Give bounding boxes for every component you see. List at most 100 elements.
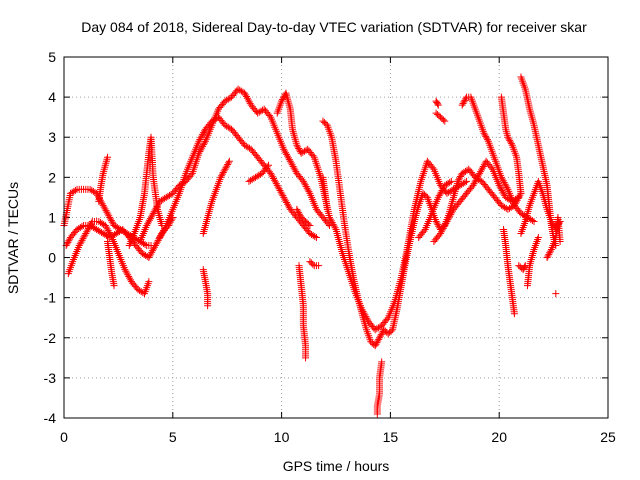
data-trace-marker (218, 172, 226, 180)
x-tick-label: 25 (600, 429, 616, 445)
y-tick-label: 1 (48, 209, 56, 225)
data-point (106, 213, 114, 221)
data-trace-marker (294, 143, 302, 151)
data-point (534, 234, 542, 241)
data-point (480, 129, 488, 137)
data-trace-marker (545, 250, 553, 258)
data-trace-marker (487, 164, 495, 172)
data-trace-marker (259, 106, 267, 114)
data-point (315, 262, 323, 270)
x-tick-label: 5 (169, 429, 177, 445)
x-tick-label: 10 (274, 429, 290, 445)
data-trace-marker (459, 100, 467, 108)
data-trace-marker (460, 98, 468, 106)
data-trace-marker (429, 164, 437, 172)
data-point (543, 254, 551, 262)
data-trace-marker (224, 160, 232, 168)
x-tick-label: 15 (383, 429, 399, 445)
data-trace-marker (455, 176, 463, 184)
data-point (293, 205, 301, 213)
data-trace-marker (64, 238, 72, 246)
x-tick-label: 0 (60, 429, 68, 445)
data-trace-marker (461, 96, 469, 104)
data-trace-marker (201, 139, 209, 147)
y-tick-label: -2 (44, 330, 57, 346)
data-point (221, 165, 229, 173)
y-tick-label: 4 (48, 89, 56, 105)
data-point (463, 177, 471, 185)
data-trace-marker (295, 210, 303, 218)
data-point (432, 217, 440, 225)
x-axis-label: GPS time / hours (283, 458, 390, 474)
data-point (306, 221, 314, 229)
data-trace-marker (439, 116, 447, 124)
data-point (145, 278, 153, 286)
data-trace-marker (331, 224, 339, 232)
data-trace-marker (294, 207, 302, 215)
y-tick-labels: -4 -3 -2 -1 0 1 2 3 4 5 (44, 49, 57, 426)
data-trace-marker (71, 186, 79, 194)
data-trace-marker (105, 212, 113, 220)
data-point (217, 173, 225, 181)
data-trace-marker (373, 339, 381, 347)
data-trace-marker (461, 178, 469, 186)
data-trace-marker (433, 219, 441, 227)
data-point (434, 101, 442, 109)
data-trace-marker (456, 174, 464, 182)
data-trace-marker (311, 232, 319, 240)
data-trace-marker (107, 232, 115, 240)
data-point (376, 334, 384, 342)
y-tick-label: -1 (44, 290, 57, 306)
data-point (312, 234, 320, 241)
data-trace-marker (309, 260, 317, 268)
data-trace-marker (65, 237, 73, 245)
data-point (323, 205, 331, 213)
data-trace-marker (305, 188, 313, 196)
data-point (204, 302, 212, 310)
data-point (454, 177, 462, 185)
data-trace-marker (218, 170, 226, 178)
data-trace-marker (420, 227, 428, 235)
data-trace-marker (295, 144, 303, 152)
y-tick-label: 2 (48, 169, 56, 185)
data-trace-marker (225, 159, 233, 167)
data-trace-marker (547, 247, 555, 255)
data-point (530, 217, 538, 225)
data-trace-marker (87, 219, 95, 227)
data-trace-marker (503, 184, 511, 192)
data-trace-marker (108, 218, 116, 226)
data-point (517, 189, 525, 197)
data-point (504, 133, 512, 141)
data-markers (60, 73, 564, 418)
data-point (293, 141, 301, 149)
y-tick-label: -3 (44, 370, 57, 386)
data-trace-marker (219, 169, 227, 177)
data-point (447, 177, 455, 185)
y-tick-label: 0 (48, 250, 56, 266)
data-trace-marker (383, 315, 391, 323)
data-point (265, 161, 273, 169)
data-trace-marker (505, 135, 513, 143)
data-trace-marker (528, 216, 536, 224)
data-point (302, 354, 310, 362)
data-trace-marker (213, 114, 221, 122)
data-trace-marker (456, 173, 464, 181)
data-trace-marker (483, 136, 491, 144)
data-trace-marker (141, 241, 149, 249)
chart-title: Day 084 of 2018, Sidereal Day-to-day VTE… (81, 19, 587, 35)
data-point (373, 410, 381, 418)
data-point (556, 238, 564, 246)
data-trace-marker (117, 226, 125, 234)
data-point (225, 157, 233, 165)
data-trace-marker (187, 171, 195, 179)
data-trace-marker (374, 337, 382, 345)
data-trace-marker (309, 152, 317, 160)
y-tick-label: 3 (48, 129, 56, 145)
data-trace-marker (462, 95, 470, 103)
data-trace-marker (506, 136, 514, 144)
data-trace-marker (507, 138, 515, 146)
y-axis-label: SDTVAR / TECUs (5, 182, 21, 294)
data-point (547, 217, 555, 225)
data-trace-marker (507, 140, 515, 148)
